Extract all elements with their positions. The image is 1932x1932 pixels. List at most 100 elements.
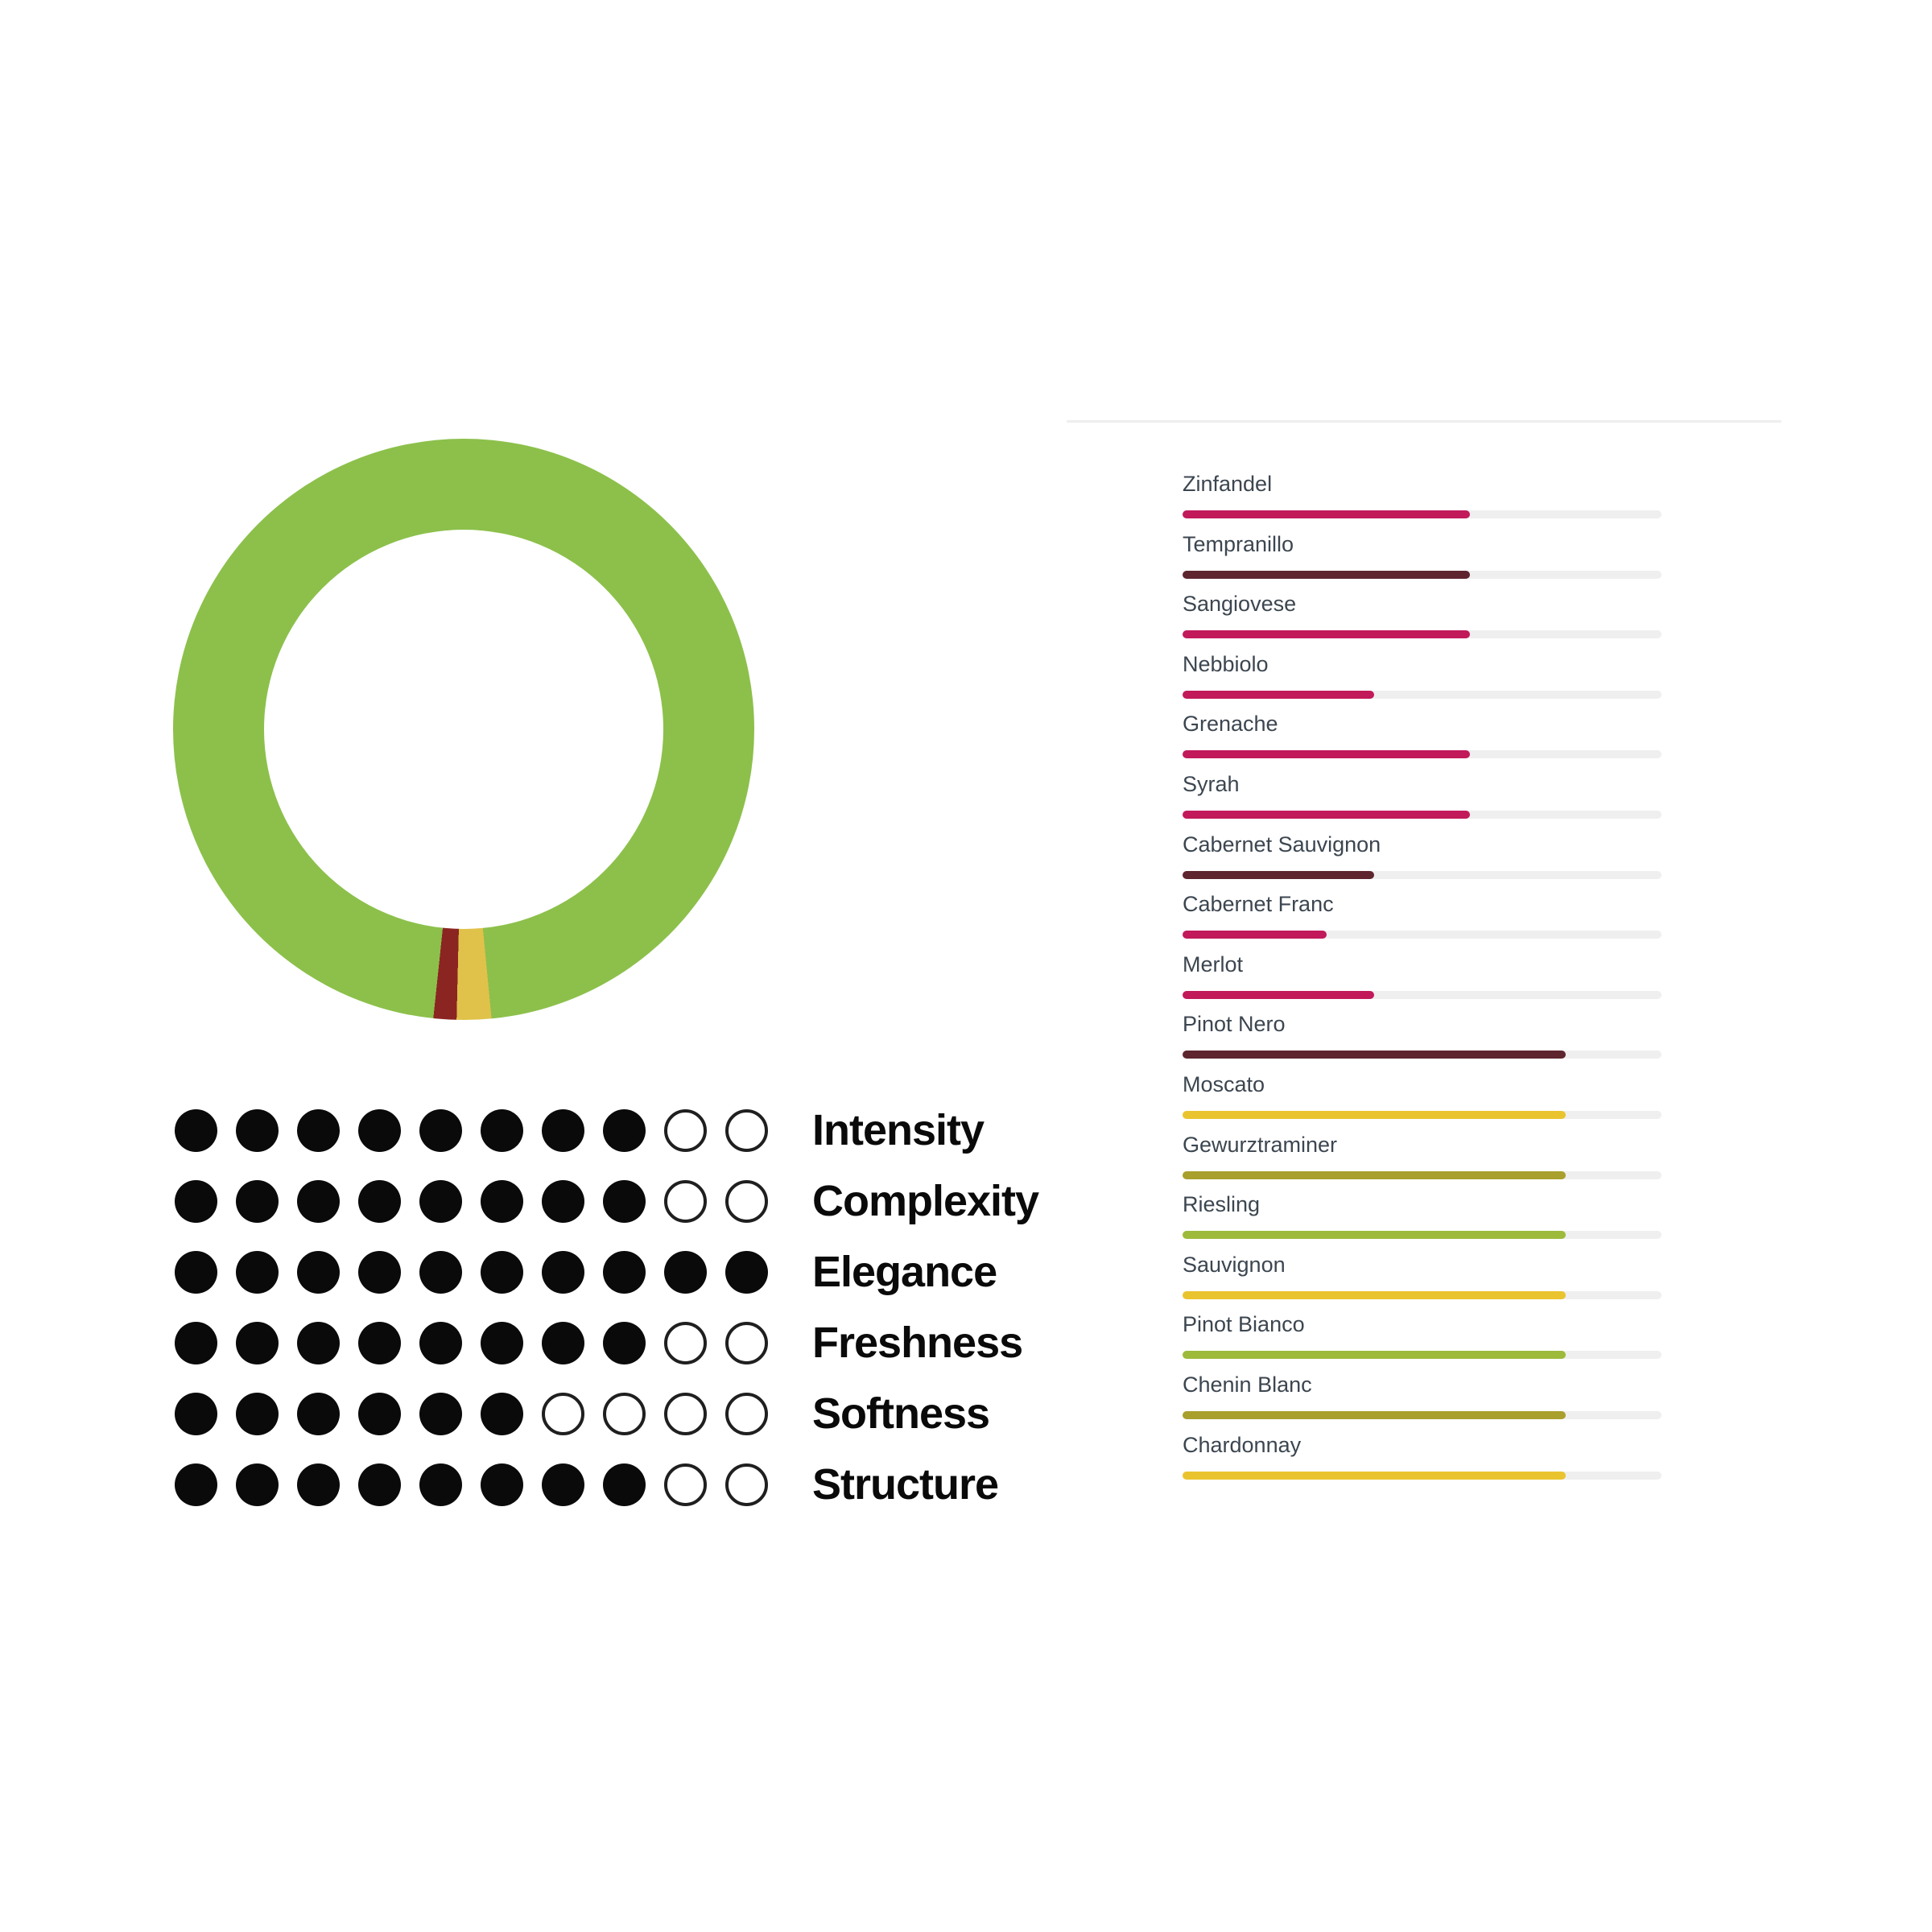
rating-dot-empty [725,1109,768,1152]
wine-label: Chardonnay [1183,1432,1302,1457]
rating-dot-filled [542,1463,584,1506]
wine-bar-track [1183,1231,1662,1240]
rating-dot-filled [419,1251,462,1294]
wine-row: Syrah [1183,771,1662,832]
rating-dot-empty [664,1393,707,1435]
wine-row: Tempranillo [1183,531,1662,592]
tasting-ratings: Intensity Complexity Elegance Freshness … [175,1106,1039,1534]
rating-row: Complexity [175,1177,1039,1225]
wine-bar-fill [1183,1351,1566,1360]
rating-dot-filled [175,1180,217,1223]
wine-bar-track [1183,570,1662,579]
rating-dot-filled [481,1393,523,1435]
rating-label: Softness [812,1389,990,1438]
wine-label: Syrah [1183,771,1240,796]
rating-dot-filled [358,1180,401,1223]
wine-row: Cabernet Franc [1183,891,1662,952]
rating-dot-filled [297,1322,340,1364]
rating-dot-empty [664,1463,707,1506]
wine-row: Moscato [1183,1071,1662,1132]
rating-dot-filled [542,1322,584,1364]
rating-dot-filled [419,1109,462,1152]
wine-row: Sauvignon [1183,1252,1662,1312]
wine-bar-track [1183,1051,1662,1059]
wine-label: Gewurztraminer [1183,1132,1338,1157]
rating-dot-filled [175,1109,217,1152]
rating-dot-filled [297,1251,340,1294]
rating-dot-filled [236,1251,279,1294]
rating-dots [175,1393,786,1435]
rating-dot-empty [725,1322,768,1364]
rating-row: Elegance [175,1248,1038,1296]
wine-row: Chardonnay [1183,1432,1662,1492]
rating-dot-empty [664,1109,707,1152]
wine-label: Merlot [1183,952,1244,976]
wine-row: Grenache [1183,711,1662,771]
rating-row: Freshness [175,1321,1038,1364]
panel-divider [1067,420,1781,423]
rating-dot-filled [358,1322,401,1364]
rating-dot-filled [419,1322,462,1364]
rating-dot-empty [725,1180,768,1223]
rating-dot-empty [725,1463,768,1506]
rating-row: Softness [175,1389,1038,1438]
rating-dot-filled [419,1463,462,1506]
wine-label: Cabernet Franc [1183,892,1334,917]
wine-bar-fill [1183,810,1470,819]
rating-row: Intensity [175,1106,1038,1154]
wine-row: Sangiovese [1183,591,1662,651]
rating-dot-filled [542,1109,584,1152]
rating-dot-filled [358,1393,401,1435]
wine-bar-track [1183,1170,1662,1179]
rating-dot-empty [603,1393,646,1435]
wine-bar-fill [1183,1110,1566,1119]
rating-dots [175,1109,786,1152]
wine-label: Cabernet Sauvignon [1183,832,1381,857]
rating-dot-filled [236,1393,279,1435]
rating-dot-filled [358,1109,401,1152]
rating-label: Intensity [812,1106,985,1154]
grape-affinity-list: Zinfandel Tempranillo Sangiovese Nebbiol… [1183,471,1662,1492]
rating-dot-filled [481,1251,523,1294]
rating-dot-filled [358,1463,401,1506]
rating-dot-filled [175,1322,217,1364]
wine-bar-track [1183,1290,1662,1299]
wine-row: Nebbiolo [1183,651,1662,712]
rating-dot-filled [297,1463,340,1506]
wine-row: Gewurztraminer [1183,1132,1662,1192]
rating-label: Complexity [812,1177,1039,1225]
rating-label: Structure [812,1460,999,1509]
donut-hole [264,530,663,929]
wine-row: Zinfandel [1183,471,1662,531]
rating-dot-filled [297,1180,340,1223]
wine-bar-fill [1183,1410,1566,1419]
wine-label: Sauvignon [1183,1252,1286,1277]
wine-label: Pinot Bianco [1183,1312,1305,1337]
wine-bar-track [1183,1410,1662,1419]
rating-label: Elegance [812,1248,997,1296]
wine-bar-fill [1183,1051,1566,1059]
rating-dots [175,1322,786,1364]
rating-dots [175,1251,786,1294]
wine-bar-fill [1183,570,1470,579]
rating-dot-filled [419,1393,462,1435]
wine-bar-track [1183,1351,1662,1360]
rating-dots [175,1463,786,1506]
rating-dot-filled [603,1463,646,1506]
wine-bar-track [1183,1471,1662,1480]
wine-bar-track [1183,810,1662,819]
rating-dot-filled [603,1322,646,1364]
wine-label: Sangiovese [1183,592,1297,617]
wine-label: Riesling [1183,1192,1261,1217]
wine-bar-fill [1183,750,1470,759]
wine-row: Merlot [1183,952,1662,1012]
rating-dots [175,1180,786,1223]
wine-bar-track [1183,990,1662,999]
wine-label: Grenache [1183,712,1278,737]
rating-dot-filled [175,1393,217,1435]
rating-dot-filled [603,1180,646,1223]
wine-label: Nebbiolo [1183,651,1269,676]
wine-bar-fill [1183,990,1374,999]
wine-label: Moscato [1183,1071,1265,1096]
